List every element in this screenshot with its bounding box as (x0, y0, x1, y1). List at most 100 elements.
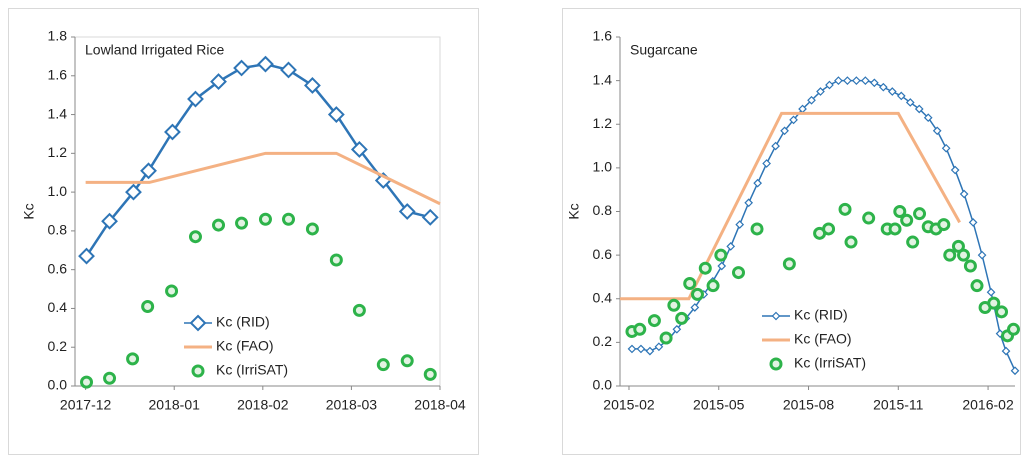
marker-circle (188, 230, 202, 244)
y-axis-label: Kc (566, 203, 582, 219)
marker-circle (844, 235, 858, 249)
marker-diamond (140, 162, 157, 180)
series-line (620, 111, 961, 301)
marker-diamond (834, 76, 843, 85)
marker-diamond (896, 91, 906, 101)
marker-diamond (78, 247, 95, 265)
marker-diamond (762, 159, 771, 168)
marker-diamond (744, 198, 754, 208)
marker-diamond (753, 178, 762, 188)
y-tick-label: 1.8 (48, 28, 68, 44)
x-tick-label: 2015-02 (603, 397, 655, 413)
x-tick-label: 2015-08 (783, 397, 835, 413)
x-tick-label: 2018-02 (237, 397, 289, 413)
marker-diamond (627, 344, 637, 354)
marker-diamond (816, 87, 825, 96)
y-tick-label: 1.6 (48, 66, 68, 82)
y-tick-label: 1.6 (593, 28, 613, 44)
marker-diamond (636, 344, 646, 354)
marker-diamond (843, 76, 852, 85)
marker-diamond (101, 212, 118, 230)
marker-circle (943, 248, 957, 262)
y-tick-label: 0.0 (48, 377, 68, 393)
marker-diamond (861, 76, 870, 85)
marker-diamond (233, 59, 250, 77)
marker-diamond (280, 61, 297, 79)
marker-diamond (398, 203, 416, 220)
legend-item: Kc (IrriSAT) (191, 362, 288, 378)
marker-diamond (164, 123, 181, 141)
x-tick-label: 2018-03 (326, 397, 378, 413)
y-tick-label: 0.4 (593, 289, 613, 305)
marker-circle (667, 298, 681, 312)
x-tick-label: 2018-01 (149, 397, 201, 413)
marker-diamond (327, 106, 345, 123)
marker-diamond (950, 165, 960, 175)
x-tick-label: 2016-02 (962, 397, 1014, 413)
marker-diamond (977, 250, 987, 260)
marker-circle (258, 212, 272, 226)
y-tick-label: 0.0 (593, 377, 613, 393)
legend-label: Kc (IrriSAT) (216, 362, 288, 378)
marker-diamond (959, 189, 969, 199)
marker-circle (995, 305, 1009, 319)
marker-circle (103, 371, 117, 385)
marker-circle (782, 257, 796, 271)
legend-item: Kc (FAO) (184, 338, 274, 354)
legend-item: Kc (RID) (762, 307, 848, 323)
y-tick-label: 1.0 (48, 183, 68, 199)
x-tick-label: 2015-11 (873, 397, 924, 413)
marker-diamond (304, 77, 321, 94)
marker-diamond (807, 95, 816, 105)
x-tick-label: 2018-04 (414, 397, 466, 413)
marker-diamond (672, 324, 682, 334)
panel-border (8, 8, 479, 455)
marker-diamond (932, 126, 942, 136)
marker-circle (191, 364, 205, 378)
marker-diamond (789, 115, 798, 125)
legend-item: Kc (RID) (184, 314, 270, 332)
marker-circle (906, 235, 920, 249)
marker-diamond (257, 55, 274, 73)
marker-circle (900, 213, 914, 227)
marker-diamond (825, 80, 834, 90)
marker-diamond (870, 78, 879, 88)
y-tick-label: 0.8 (593, 202, 613, 218)
marker-diamond (771, 141, 780, 151)
marker-diamond (645, 346, 655, 356)
marker-circle (691, 287, 705, 301)
y-tick-label: 0.4 (48, 299, 68, 315)
marker-diamond (887, 87, 897, 96)
marker-diamond (187, 90, 204, 108)
marker-circle (633, 322, 647, 336)
x-tick-label: 2017-12 (60, 397, 112, 413)
marker-circle (675, 311, 689, 325)
marker-diamond (878, 82, 888, 92)
marker-diamond (852, 76, 861, 85)
panel-border (562, 8, 1021, 455)
marker-diamond (350, 141, 368, 158)
x-tick-label: 2015-05 (693, 397, 745, 413)
marker-diamond (1001, 346, 1011, 356)
marker-circle (750, 222, 764, 236)
marker-diamond (914, 104, 924, 114)
marker-diamond (654, 342, 664, 352)
marker-diamond (923, 113, 933, 123)
legend-label: Kc (RID) (794, 307, 848, 323)
marker-diamond (690, 303, 700, 312)
marker-diamond (1010, 366, 1020, 376)
marker-circle (423, 367, 437, 381)
marker-diamond (210, 73, 227, 91)
marker-circle (822, 222, 836, 236)
marker-circle (913, 207, 927, 221)
marker-circle (647, 314, 661, 328)
marker-circle (769, 357, 783, 371)
marker-circle (698, 261, 712, 275)
marker-circle (937, 218, 951, 232)
marker-diamond (968, 218, 978, 227)
marker-circle (714, 248, 728, 262)
y-tick-label: 1.4 (48, 105, 68, 121)
marker-circle (706, 279, 720, 293)
marker-diamond (717, 261, 727, 271)
